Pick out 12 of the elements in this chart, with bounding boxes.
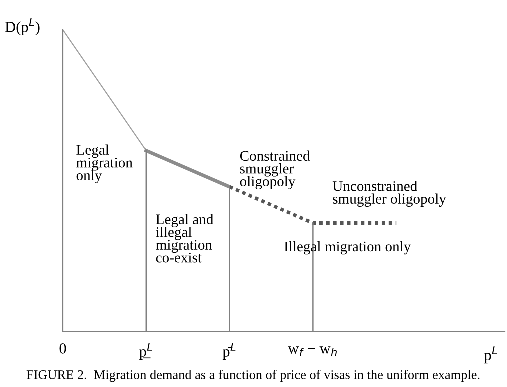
x-tick-label: p̄$^{L}$ [222,343,236,360]
caption: FIGURE 2. Migration demand as a function of price of visas in the uniform example. [26,370,480,382]
x-tick-label: 0 [60,344,66,354]
annotation: Legal and illegal migration co-exist [156,214,214,263]
y-axis-title: D(p$^{L}$) [6,18,40,36]
x-axis-title: p$^{L}$ [484,346,498,364]
x-tick-label: p̲$^{L}$ [140,343,152,360]
annotation: Constrained smuggler oligopoly [240,150,310,190]
x-tick-label: w$_{f}$ − w$_{h}$ [288,346,337,356]
annotation: Unconstrained smuggler oligopoly [332,181,446,207]
annotation: Legal migration only [76,144,133,184]
annotation: Illegal migration only [284,241,412,255]
